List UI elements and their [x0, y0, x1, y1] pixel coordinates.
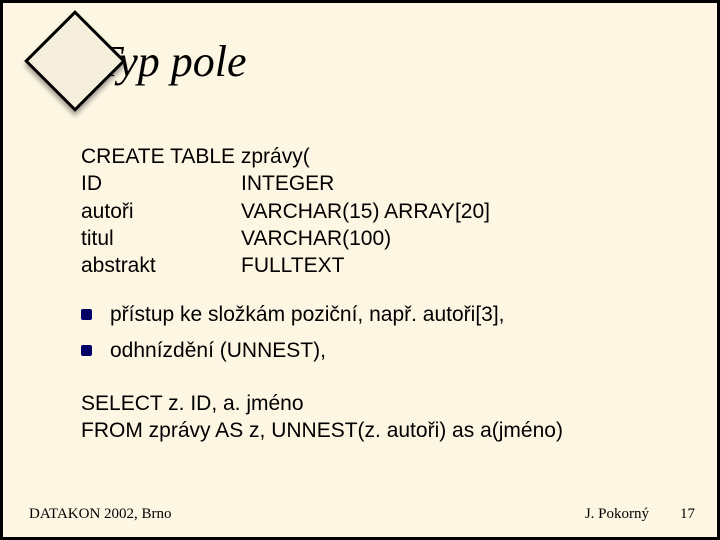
title-block: Typ pole — [39, 25, 251, 97]
slide-body: CREATE TABLE zprávy( ID INTEGER autoři V… — [81, 143, 669, 445]
sql-row: autoři VARCHAR(15) ARRAY[20] — [81, 198, 669, 225]
sql-row: titul VARCHAR(100) — [81, 225, 669, 252]
bullet-list: přístup ke složkám poziční, např. autoři… — [81, 301, 669, 364]
page-number: 17 — [680, 506, 695, 523]
sql-col-name: abstrakt — [81, 252, 241, 279]
sql-col-type: FULLTEXT — [241, 252, 344, 279]
footer-left: DATAKON 2002, Brno — [29, 506, 172, 523]
sql-col-name: autoři — [81, 198, 241, 225]
sql-row: abstrakt FULLTEXT — [81, 252, 669, 279]
sql-line: CREATE TABLE zprávy( — [81, 143, 669, 170]
list-item: odhnízdění (UNNEST), — [81, 337, 669, 364]
footer-right: J. Pokorný — [585, 506, 649, 523]
sql-col-name: ID — [81, 170, 241, 197]
sql-row: ID INTEGER — [81, 170, 669, 197]
bullet-icon — [81, 309, 92, 320]
sql-line: FROM zprávy AS z, UNNEST(z. autoři) as a… — [81, 417, 669, 444]
diamond-icon — [24, 10, 126, 112]
slide: Typ pole CREATE TABLE zprávy( ID INTEGER… — [0, 0, 720, 540]
list-item: přístup ke složkám poziční, např. autoři… — [81, 301, 669, 328]
sql-col-type: VARCHAR(100) — [241, 225, 391, 252]
sql-col-name: titul — [81, 225, 241, 252]
bullet-text: přístup ke složkám poziční, např. autoři… — [110, 301, 505, 328]
sql-select-block: SELECT z. ID, a. jméno FROM zprávy AS z,… — [81, 390, 669, 445]
sql-create-block: CREATE TABLE zprávy( ID INTEGER autoři V… — [81, 143, 669, 279]
bullet-text: odhnízdění (UNNEST), — [110, 337, 326, 364]
bullet-icon — [81, 345, 92, 356]
sql-col-type: VARCHAR(15) ARRAY[20] — [241, 198, 490, 225]
sql-line: SELECT z. ID, a. jméno — [81, 390, 669, 417]
sql-col-type: INTEGER — [241, 170, 334, 197]
